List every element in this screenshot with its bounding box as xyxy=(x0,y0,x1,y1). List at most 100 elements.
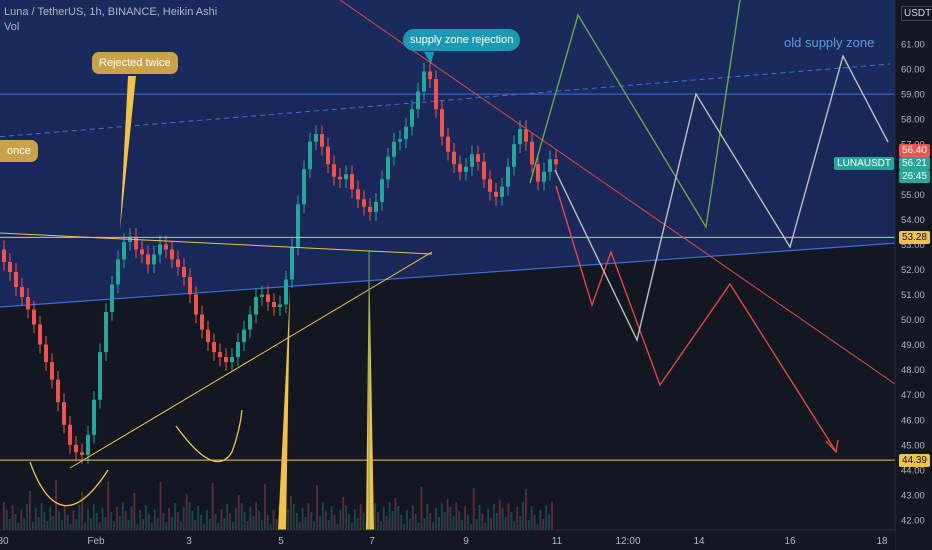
volume-bar xyxy=(469,524,472,530)
volume-bar xyxy=(58,511,60,530)
volume-bar xyxy=(191,511,194,530)
candle xyxy=(146,254,150,265)
volume-bar xyxy=(81,492,84,530)
volume-bar xyxy=(475,519,478,530)
volume-bar xyxy=(348,514,350,530)
volume-bar xyxy=(174,503,176,530)
volume-bar xyxy=(472,488,475,530)
volume-bar xyxy=(293,504,295,530)
volume-bar xyxy=(148,514,150,530)
volume-bar xyxy=(98,522,101,530)
candle xyxy=(314,134,318,142)
volume-bar xyxy=(43,512,46,530)
volume-bar xyxy=(150,523,153,530)
volume-bar xyxy=(484,523,487,530)
volume-bar xyxy=(290,496,292,530)
once-callout: once xyxy=(0,140,38,162)
candle xyxy=(320,134,324,147)
candle xyxy=(116,259,120,285)
candle xyxy=(410,109,414,127)
time-tick: 7 xyxy=(369,536,375,547)
candle xyxy=(62,402,66,425)
candle xyxy=(332,164,336,177)
volume-bar xyxy=(17,523,20,530)
volume-bar xyxy=(188,502,191,530)
volume-bar xyxy=(443,512,446,530)
volume-bar xyxy=(516,507,519,530)
volume-bar xyxy=(316,485,318,530)
candle xyxy=(452,151,456,165)
volume-bar xyxy=(417,523,420,530)
candle xyxy=(518,129,522,145)
candle xyxy=(110,284,114,313)
price-tick: 50.00 xyxy=(901,315,925,326)
candle xyxy=(398,139,402,142)
price-tick: 53.00 xyxy=(901,240,925,251)
volume-bar xyxy=(406,510,408,530)
candle xyxy=(464,166,468,172)
volume-bar xyxy=(226,504,229,530)
time-tick: 9 xyxy=(463,536,469,547)
candle xyxy=(2,249,6,262)
volume-bar xyxy=(177,512,179,530)
volume-bar xyxy=(504,517,507,530)
volume-bar xyxy=(142,519,144,530)
symbol-price-label: 56.21 xyxy=(898,157,930,170)
candle xyxy=(404,126,408,140)
volume-bar xyxy=(307,503,310,530)
volume-bar xyxy=(110,512,113,530)
candle xyxy=(92,399,96,435)
volume-bar xyxy=(194,520,197,530)
candle xyxy=(542,171,546,182)
volume-bar xyxy=(530,506,533,530)
candle xyxy=(428,71,432,80)
candle xyxy=(212,342,216,353)
volume-bar xyxy=(275,519,278,530)
currency-label: USDT xyxy=(901,6,932,21)
volume-bar xyxy=(220,509,223,530)
volume-bar xyxy=(333,515,336,530)
candle xyxy=(206,329,210,343)
volume-bar xyxy=(69,524,72,530)
time-axis-bg xyxy=(0,530,895,550)
candle xyxy=(512,144,516,167)
volume-bar xyxy=(200,515,202,530)
price-axis[interactable]: USDT xyxy=(895,0,932,530)
volume-bar xyxy=(467,515,469,530)
projection-red xyxy=(555,185,836,451)
volume-bar xyxy=(548,514,550,530)
volume-bar xyxy=(237,495,240,530)
price-tick: 59.00 xyxy=(901,90,925,101)
supply-zone-rejection-callout: supply zone rejection xyxy=(403,29,521,51)
volume-bar xyxy=(182,507,185,530)
candle xyxy=(68,424,72,445)
candle xyxy=(476,154,480,162)
volume-bar xyxy=(493,504,495,530)
candle xyxy=(500,186,504,197)
volume-bar xyxy=(426,504,429,530)
volume-bar xyxy=(432,522,434,530)
volume-bar xyxy=(319,516,321,530)
volume-bar xyxy=(229,513,231,530)
volume-bar xyxy=(420,487,423,530)
volume-bar xyxy=(539,510,542,530)
volume-bar xyxy=(55,480,57,530)
volume-bar xyxy=(264,484,266,530)
volume-bar xyxy=(171,517,173,530)
volume-bar xyxy=(414,514,417,530)
candle xyxy=(494,191,498,197)
candle xyxy=(548,159,552,172)
old-supply-dashed-line xyxy=(0,63,891,138)
volume-bar xyxy=(243,512,246,530)
candle xyxy=(32,309,36,325)
volume-bar xyxy=(249,507,252,530)
volume-bar xyxy=(121,502,124,530)
price-tick: 55.00 xyxy=(901,190,925,201)
volume-bar xyxy=(72,510,75,530)
chart-title: Luna / TetherUS, 1h, BINANCE, Heikin Ash… xyxy=(4,6,218,18)
volume-bar xyxy=(498,500,501,530)
volume-bar xyxy=(522,502,524,530)
candle xyxy=(38,324,42,345)
volume-bar xyxy=(481,514,484,530)
